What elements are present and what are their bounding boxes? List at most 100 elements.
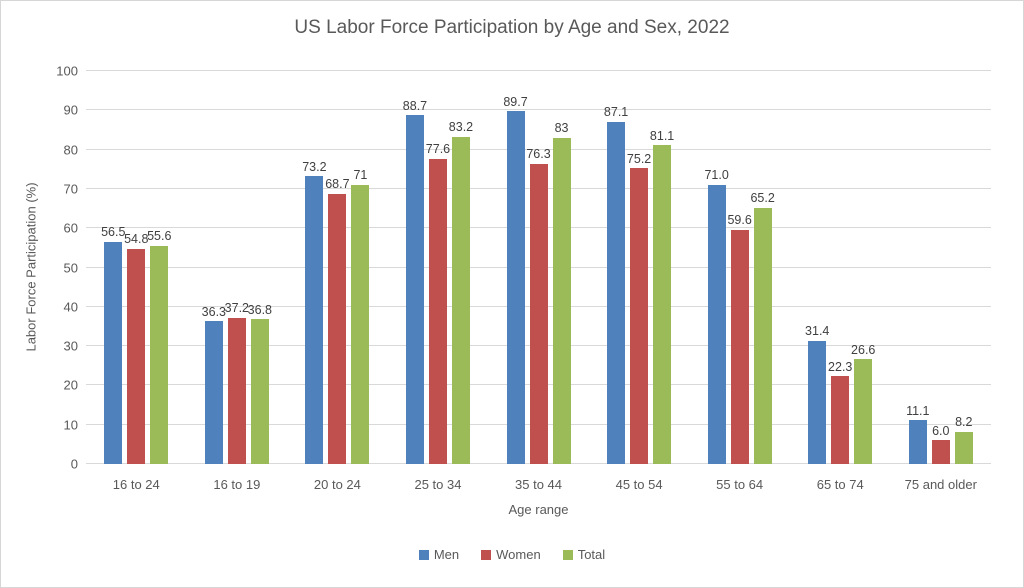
bar-men (104, 241, 123, 464)
bar-women (529, 164, 548, 464)
bar-men (305, 176, 324, 464)
bar-value-label: 77.6 (425, 142, 451, 157)
legend-item-men: Men (418, 547, 460, 562)
bar-value-label: 11.1 (906, 403, 930, 418)
x-tick-label: 45 to 54 (615, 477, 663, 492)
bar-group: 56.5 54.8 55.6 (86, 71, 187, 464)
bar-men (808, 340, 827, 464)
bar-total (653, 145, 672, 464)
bar-unit-men: 87.1 (603, 71, 629, 464)
bar-men (908, 420, 927, 464)
bar-unit-total: 36.8 (247, 71, 273, 464)
bar-men (405, 115, 424, 464)
bar-unit-total: 65.2 (750, 71, 775, 464)
bar-value-label: 71.0 (704, 168, 729, 183)
bar-women (127, 248, 146, 464)
bar-value-label: 87.1 (603, 104, 629, 119)
x-tick-label: 16 to 24 (112, 477, 160, 492)
bar-unit-men: 88.7 (403, 71, 427, 464)
bar-unit-men: 56.5 (101, 71, 126, 464)
bar-unit-men: 11.1 (906, 71, 930, 464)
legend-item-total: Total (562, 547, 606, 562)
bar-men (607, 121, 626, 464)
bar-total (451, 137, 470, 464)
bar-value-label: 37.2 (224, 301, 250, 316)
x-tick-label: 20 to 24 (313, 477, 361, 492)
legend-label: Men (433, 547, 460, 562)
legend-swatch-icon (562, 549, 573, 560)
y-tick-label: 20 (63, 377, 78, 393)
bar-total (854, 359, 873, 464)
bar-unit-men: 31.4 (805, 71, 830, 464)
plot-area: 0 10 20 30 40 50 60 70 80 90 100 56.5 54.8 55.6 36.3 37… (56, 64, 992, 472)
bar-value-label: 71 (353, 168, 368, 183)
bar-unit-women: 76.3 (526, 71, 551, 464)
y-tick-label: 0 (70, 456, 78, 472)
bar-women (328, 194, 347, 464)
bar-women (831, 376, 850, 464)
y-tick-label: 80 (63, 142, 78, 158)
bar-value-label: 22.3 (828, 359, 853, 374)
legend-label: Total (577, 547, 606, 562)
gridline (86, 70, 991, 71)
legend-item-women: Women (481, 547, 541, 562)
bar-women (730, 229, 749, 464)
bar-unit-men: 89.7 (503, 71, 528, 464)
x-tick-label: 35 to 44 (515, 477, 563, 492)
x-tick-label: 16 to 19 (213, 477, 261, 492)
bar-value-label: 26.6 (851, 342, 876, 357)
bar-unit-women: 37.2 (224, 71, 250, 464)
bar-unit-women: 6.0 (931, 71, 950, 464)
bar-group: 11.1 6.0 8.2 (891, 71, 992, 464)
bar-unit-women: 22.3 (828, 71, 853, 464)
bar-unit-women: 54.8 (124, 71, 149, 464)
bar-women (227, 317, 246, 464)
x-axis-title: Age range (508, 502, 569, 517)
chart-legend: Men Women Total (1, 547, 1023, 562)
bar-group: 87.1 75.2 81.1 (589, 71, 690, 464)
bar-unit-women: 59.6 (727, 71, 752, 464)
x-axis-tick-labels: 16 to 24 16 to 19 20 to 24 25 to 34 35 to 44… (86, 477, 991, 492)
bar-value-label: 31.4 (805, 323, 830, 338)
bar-group: 88.7 77.6 83.2 (388, 71, 489, 464)
x-tick-label: 65 to 74 (816, 477, 864, 492)
legend-swatch-icon (481, 549, 492, 560)
bar-unit-men: 36.3 (201, 71, 227, 464)
bar-unit-men: 73.2 (302, 71, 327, 464)
bar-unit-women: 75.2 (626, 71, 652, 464)
bar-unit-total: 83.2 (449, 71, 473, 464)
bar-value-label: 56.5 (101, 225, 126, 240)
bar-unit-total: 8.2 (954, 71, 973, 464)
bar-women (428, 159, 447, 464)
bar-unit-total: 55.6 (147, 71, 171, 464)
y-tick-label: 10 (63, 417, 78, 433)
y-tick-label: 60 (63, 220, 78, 236)
bar-unit-women: 77.6 (425, 71, 451, 464)
chart-title: US Labor Force Participation by Age and … (294, 17, 730, 38)
bar-value-label: 75.2 (626, 151, 652, 166)
bar-value-label: 54.8 (124, 231, 149, 246)
bar-group: 36.3 37.2 36.8 (187, 71, 288, 464)
bar-group: 89.7 76.3 83 (488, 71, 589, 464)
bar-group: 73.2 68.7 71 (287, 71, 388, 464)
y-axis-title: Labor Force Participation (%) (23, 182, 39, 352)
bar-unit-total: 83 (552, 71, 571, 464)
bar-total (250, 319, 269, 464)
bar-value-label: 83 (554, 121, 569, 136)
legend-label: Women (496, 547, 541, 562)
bar-total (351, 184, 370, 464)
bar-value-label: 36.3 (201, 304, 227, 319)
bar-unit-total: 81.1 (650, 71, 674, 464)
y-tick-label: 100 (56, 63, 78, 79)
bar-men (506, 111, 525, 464)
bar-unit-men: 71.0 (704, 71, 729, 464)
x-tick-label: 75 and older (904, 477, 977, 492)
bar-women (931, 440, 950, 464)
bar-unit-women: 68.7 (325, 71, 350, 464)
bar-total (954, 431, 973, 464)
bar-value-label: 36.8 (247, 302, 273, 317)
bar-unit-total: 26.6 (851, 71, 876, 464)
bar-unit-total: 71 (351, 71, 370, 464)
gridline (86, 109, 991, 111)
